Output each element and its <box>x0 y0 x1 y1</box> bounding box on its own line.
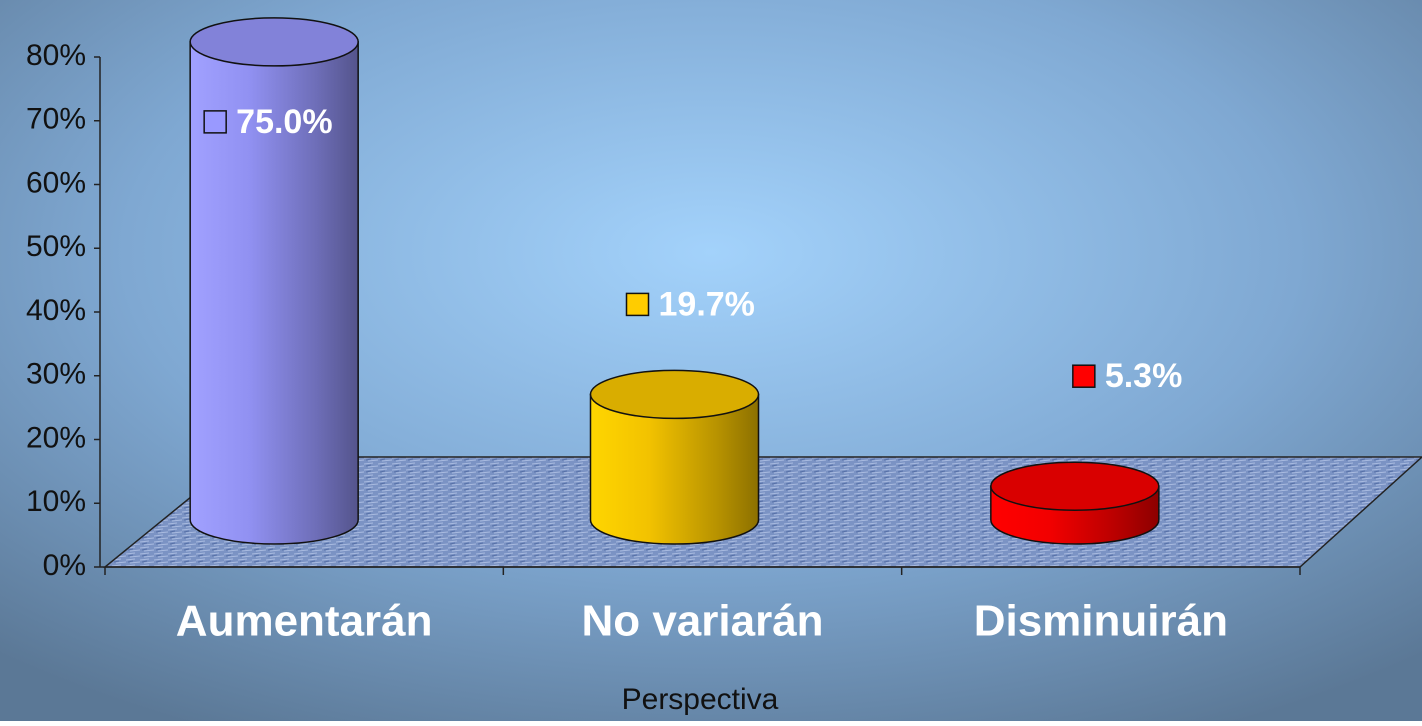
y-tick-label: 40% <box>26 294 86 327</box>
data-label: 75.0% <box>236 103 332 141</box>
x-tick-label: Disminuirán <box>974 597 1228 646</box>
y-tick-label: 80% <box>26 39 86 72</box>
legend-key <box>625 292 650 317</box>
y-tick-label: 30% <box>26 358 86 391</box>
data-label: 5.3% <box>1105 357 1183 395</box>
y-tick-label: 50% <box>26 230 86 263</box>
bar-top <box>990 461 1160 511</box>
y-tick-label: 70% <box>26 103 86 136</box>
legend-key <box>203 110 227 134</box>
bar <box>189 41 359 545</box>
bar <box>589 393 760 545</box>
x-tick-label: Aumentarán <box>176 597 433 646</box>
x-axis-title: Perspectiva <box>622 683 779 716</box>
y-tick-label: 60% <box>26 166 86 199</box>
y-tick-label: 0% <box>43 549 86 582</box>
data-label: 19.7% <box>659 285 755 323</box>
bar-top <box>589 369 760 420</box>
legend-key <box>1072 364 1096 388</box>
y-tick-label: 10% <box>26 485 86 518</box>
x-tick-label: No variarán <box>581 597 823 646</box>
bar-top <box>189 17 359 67</box>
y-tick-label: 20% <box>26 421 86 454</box>
